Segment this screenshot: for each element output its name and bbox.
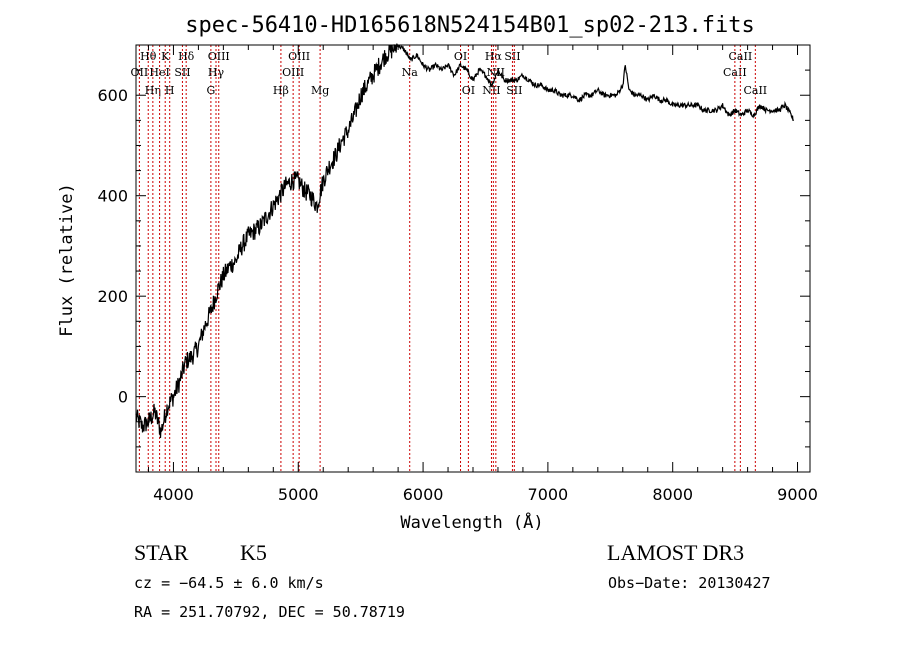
marker-label: Mg <box>311 84 329 97</box>
observation-date: Obs−Date: 20130427 <box>608 574 771 592</box>
plot-axes: 4000 5000 6000 7000 8000 9000 0 200 400 600 <box>97 44 818 504</box>
marker-label: G <box>206 84 215 97</box>
subclass: K5 <box>240 540 267 565</box>
y-tick-label: 0 <box>118 388 128 407</box>
marker-label: OIII <box>288 50 310 63</box>
y-tick-label: 400 <box>97 187 128 206</box>
x-tick-label: 5000 <box>278 485 319 504</box>
marker-label: HeI <box>149 66 169 79</box>
marker-label: Hθ <box>140 50 157 63</box>
x-tick-label: 4000 <box>153 485 194 504</box>
marker-label: Hδ <box>178 50 195 63</box>
x-tick-label: 9000 <box>777 485 818 504</box>
marker-label: Hα <box>485 50 503 63</box>
chart-title: spec-56410-HD165618N524154B01_sp02-213.f… <box>185 13 755 38</box>
emission-line-markers: OII Hθ Hη HeI K H SII Hδ G Hγ OIII Hβ OIII OIII Mg Na OI… <box>131 45 767 472</box>
marker-label: OI <box>462 84 475 97</box>
redshift-velocity: cz = −64.5 ± 6.0 km/s <box>134 574 324 592</box>
x-tick-label: 7000 <box>528 485 569 504</box>
object-class: STAR <box>134 540 189 565</box>
y-axis-label: Flux (relative) <box>57 183 77 337</box>
marker-label: CaII <box>743 84 767 97</box>
marker-label: OIII <box>282 66 304 79</box>
spectrum-series-line <box>135 42 795 439</box>
survey-name: LAMOST DR3 <box>607 540 745 565</box>
marker-label: Hη <box>145 84 161 97</box>
marker-label: OII <box>131 66 149 79</box>
marker-label: SII <box>506 84 522 97</box>
marker-label: SII <box>504 50 520 63</box>
marker-label: Hβ <box>273 84 289 97</box>
marker-label: CaII <box>729 50 753 63</box>
x-axis-label: Wavelength (Å) <box>400 511 543 533</box>
marker-label: CaII <box>723 66 747 79</box>
marker-label: SII <box>174 66 190 79</box>
marker-label: H <box>165 84 175 97</box>
coordinates: RA = 251.70792, DEC = 50.78719 <box>134 603 405 621</box>
marker-label: Hγ <box>208 66 225 79</box>
x-tick-label: 6000 <box>403 485 444 504</box>
marker-label: OIII <box>208 50 230 63</box>
marker-label: OI <box>454 50 467 63</box>
marker-label: K <box>161 50 170 63</box>
x-tick-label: 8000 <box>652 485 693 504</box>
marker-label: Na <box>402 66 419 79</box>
y-tick-label: 600 <box>97 86 128 105</box>
y-tick-label: 200 <box>97 287 128 306</box>
